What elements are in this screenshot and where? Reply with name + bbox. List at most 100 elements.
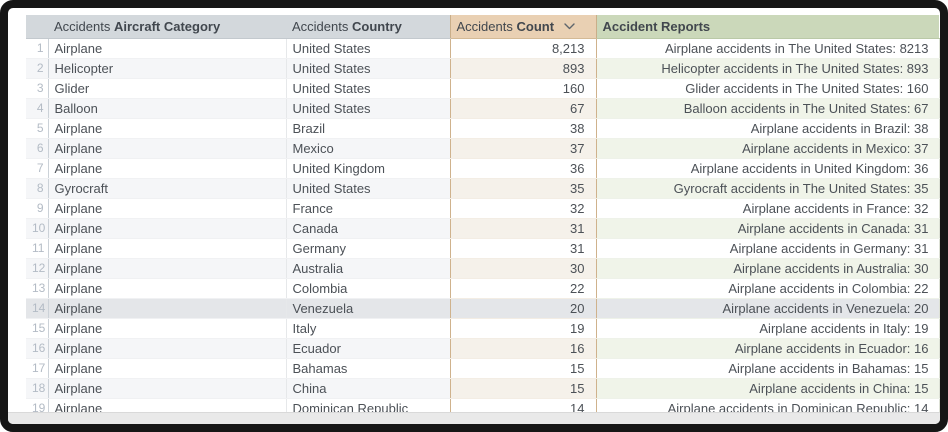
table-row[interactable]: 8 Gyrocraft United States 35 Gyrocraft a… (26, 178, 940, 199)
table-row[interactable]: 11 Airplane Germany 31 Airplane accident… (26, 238, 940, 259)
aircraft-category-cell: Glider (48, 78, 287, 99)
accident-report-cell: Gyrocraft accidents in The United States… (596, 178, 940, 199)
row-number-cell: 11 (26, 238, 49, 259)
table-row[interactable]: 4 Balloon United States 67 Balloon accid… (26, 98, 940, 119)
table-row[interactable]: 1 Airplane United States 8,213 Airplane … (26, 38, 940, 59)
column-header-count-sorted[interactable]: Accidents Count (449, 15, 597, 39)
accidents-table: Accidents Aircraft Category Accidents Co… (26, 15, 940, 412)
country-cell: United States (286, 38, 450, 59)
country-cell: Bahamas (286, 358, 450, 379)
accident-report-cell: Airplane accidents in Colombia: 22 (596, 278, 940, 299)
row-number-cell: 13 (26, 278, 49, 299)
accident-report-cell: Airplane accidents in Canada: 31 (596, 218, 940, 239)
row-number-cell: 19 (26, 398, 49, 412)
header-prefix: Accidents (54, 18, 111, 34)
table-row[interactable]: 17 Airplane Bahamas 15 Airplane accident… (26, 358, 940, 379)
table-row[interactable]: 9 Airplane France 32 Airplane accidents … (26, 198, 940, 219)
table-row[interactable]: 3 Glider United States 160 Glider accide… (26, 78, 940, 99)
aircraft-category-cell: Airplane (48, 38, 287, 59)
country-cell: United States (286, 58, 450, 79)
table-body: 1 Airplane United States 8,213 Airplane … (26, 38, 940, 412)
count-cell: 15 (449, 378, 597, 399)
row-number-header (26, 15, 48, 39)
country-cell: China (286, 378, 450, 399)
table-row[interactable]: 7 Airplane United Kingdom 36 Airplane ac… (26, 158, 940, 179)
row-number-cell: 5 (26, 118, 49, 139)
table-row[interactable]: 13 Airplane Colombia 22 Airplane acciden… (26, 278, 940, 299)
header-prefix: Accidents (292, 18, 349, 34)
country-cell: Mexico (286, 138, 450, 159)
count-cell: 160 (449, 78, 597, 99)
country-cell: Canada (286, 218, 450, 239)
table-row[interactable]: 18 Airplane China 15 Airplane accidents … (26, 378, 940, 399)
aircraft-category-cell: Airplane (48, 118, 287, 139)
table-row[interactable]: 19 Airplane Dominican Republic 14 Airpla… (26, 398, 940, 412)
count-cell: 36 (449, 158, 597, 179)
table-row[interactable]: 5 Airplane Brazil 38 Airplane accidents … (26, 118, 940, 139)
country-cell: United States (286, 178, 450, 199)
row-number-cell: 1 (26, 38, 49, 59)
aircraft-category-cell: Airplane (48, 338, 287, 359)
sort-descending-chevron-down-icon[interactable] (563, 18, 575, 33)
accident-report-cell: Airplane accidents in Venezuela: 20 (596, 298, 940, 319)
accident-report-cell: Airplane accidents in Ecuador: 16 (596, 338, 940, 359)
count-cell: 16 (449, 338, 597, 359)
table-row[interactable]: 10 Airplane Canada 31 Airplane accidents… (26, 218, 940, 239)
count-cell: 31 (449, 238, 597, 259)
country-cell: United States (286, 98, 450, 119)
header-label: Aircraft Category (114, 18, 221, 34)
row-number-cell: 16 (26, 338, 49, 359)
row-number-cell: 6 (26, 138, 49, 159)
table-row[interactable]: 12 Airplane Australia 30 Airplane accide… (26, 258, 940, 279)
count-cell: 8,213 (449, 38, 597, 59)
accident-report-cell: Balloon accidents in The United States: … (596, 98, 940, 119)
country-cell: Germany (286, 238, 450, 259)
accident-report-cell: Airplane accidents in The United States:… (596, 38, 940, 59)
aircraft-category-cell: Gyrocraft (48, 178, 287, 199)
aircraft-category-cell: Airplane (48, 378, 287, 399)
table-row[interactable]: 6 Airplane Mexico 37 Airplane accidents … (26, 138, 940, 159)
count-cell: 35 (449, 178, 597, 199)
row-number-cell: 4 (26, 98, 49, 119)
accident-report-cell: Airplane accidents in China: 15 (596, 378, 940, 399)
aircraft-category-cell: Airplane (48, 218, 287, 239)
accident-report-cell: Airplane accidents in Bahamas: 15 (596, 358, 940, 379)
aircraft-category-cell: Airplane (48, 298, 287, 319)
row-number-cell: 9 (26, 198, 49, 219)
aircraft-category-cell: Helicopter (48, 58, 287, 79)
country-cell: Colombia (286, 278, 450, 299)
column-header-aircraft-category[interactable]: Accidents Aircraft Category (48, 15, 286, 39)
column-header-accident-reports[interactable]: Accident Reports (596, 15, 939, 39)
aircraft-category-cell: Airplane (48, 398, 287, 412)
country-cell: France (286, 198, 450, 219)
count-cell: 15 (449, 358, 597, 379)
row-number-cell: 3 (26, 78, 49, 99)
country-cell: United Kingdom (286, 158, 450, 179)
header-label: Accident Reports (602, 18, 711, 34)
count-cell: 31 (449, 218, 597, 239)
table-row[interactable]: 2 Helicopter United States 893 Helicopte… (26, 58, 940, 79)
row-number-cell: 7 (26, 158, 49, 179)
accident-report-cell: Airplane accidents in Dominican Republic… (596, 398, 940, 412)
column-header-country[interactable]: Accidents Country (286, 15, 450, 39)
count-cell: 38 (449, 118, 597, 139)
table-row[interactable]: 14 Airplane Venezuela 20 Airplane accide… (26, 298, 940, 319)
row-number-cell: 12 (26, 258, 49, 279)
horizontal-scrollbar[interactable] (8, 412, 940, 424)
country-cell: Italy (286, 318, 450, 339)
aircraft-category-cell: Balloon (48, 98, 287, 119)
aircraft-category-cell: Airplane (48, 358, 287, 379)
aircraft-category-cell: Airplane (48, 278, 287, 299)
aircraft-category-cell: Airplane (48, 318, 287, 339)
accident-report-cell: Helicopter accidents in The United State… (596, 58, 940, 79)
accident-report-cell: Glider accidents in The United States: 1… (596, 78, 940, 99)
accident-report-cell: Airplane accidents in Italy: 19 (596, 318, 940, 339)
table-row[interactable]: 16 Airplane Ecuador 16 Airplane accident… (26, 338, 940, 359)
accidents-table-viewport: Accidents Aircraft Category Accidents Co… (26, 15, 940, 412)
table-row[interactable]: 15 Airplane Italy 19 Airplane accidents … (26, 318, 940, 339)
row-number-cell: 8 (26, 178, 49, 199)
accident-report-cell: Airplane accidents in France: 32 (596, 198, 940, 219)
header-row: Accidents Aircraft Category Accidents Co… (26, 15, 939, 39)
accident-report-cell: Airplane accidents in Brazil: 38 (596, 118, 940, 139)
accident-report-cell: Airplane accidents in United Kingdom: 36 (596, 158, 940, 179)
